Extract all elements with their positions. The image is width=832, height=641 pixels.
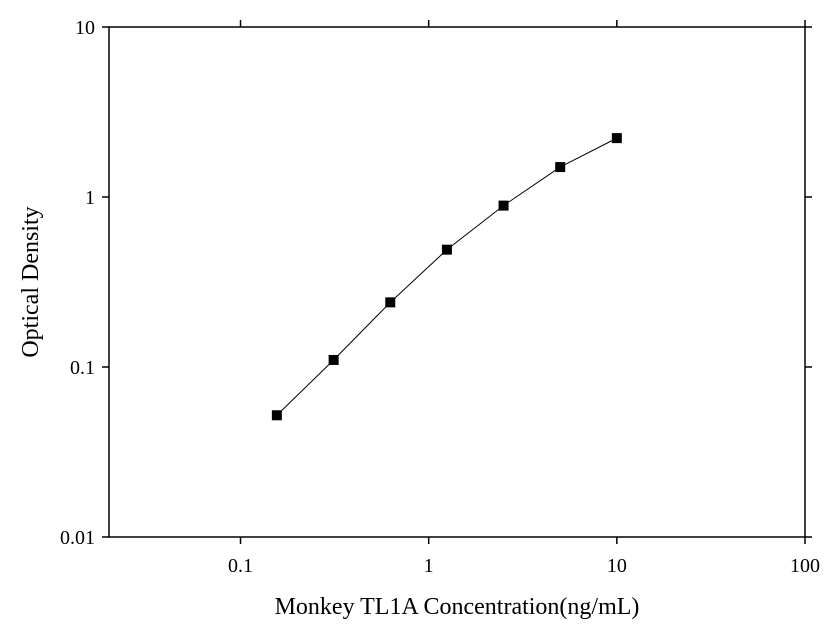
point (328, 354, 339, 365)
curve (276, 137, 618, 416)
y-axis-title: Optical Density (18, 206, 44, 357)
y-tick-label: 10 (75, 17, 95, 39)
x-axis-title: Monkey TL1A Concentration(ng/mL) (275, 594, 640, 620)
point (555, 162, 566, 173)
y-tick-label: 1 (85, 187, 95, 209)
plot-frame (108, 26, 806, 538)
x-tick-label: 10 (607, 555, 627, 577)
point (611, 133, 622, 144)
point (271, 410, 282, 421)
y-tick-label: 0.01 (60, 527, 95, 549)
x-tick-label: 1 (424, 555, 434, 577)
point (385, 297, 396, 308)
x-tick-label: 100 (790, 555, 820, 577)
x-tick-label: 0.1 (228, 555, 253, 577)
point (441, 244, 452, 255)
y-tick-label: 0.1 (70, 357, 95, 379)
point (498, 200, 509, 211)
